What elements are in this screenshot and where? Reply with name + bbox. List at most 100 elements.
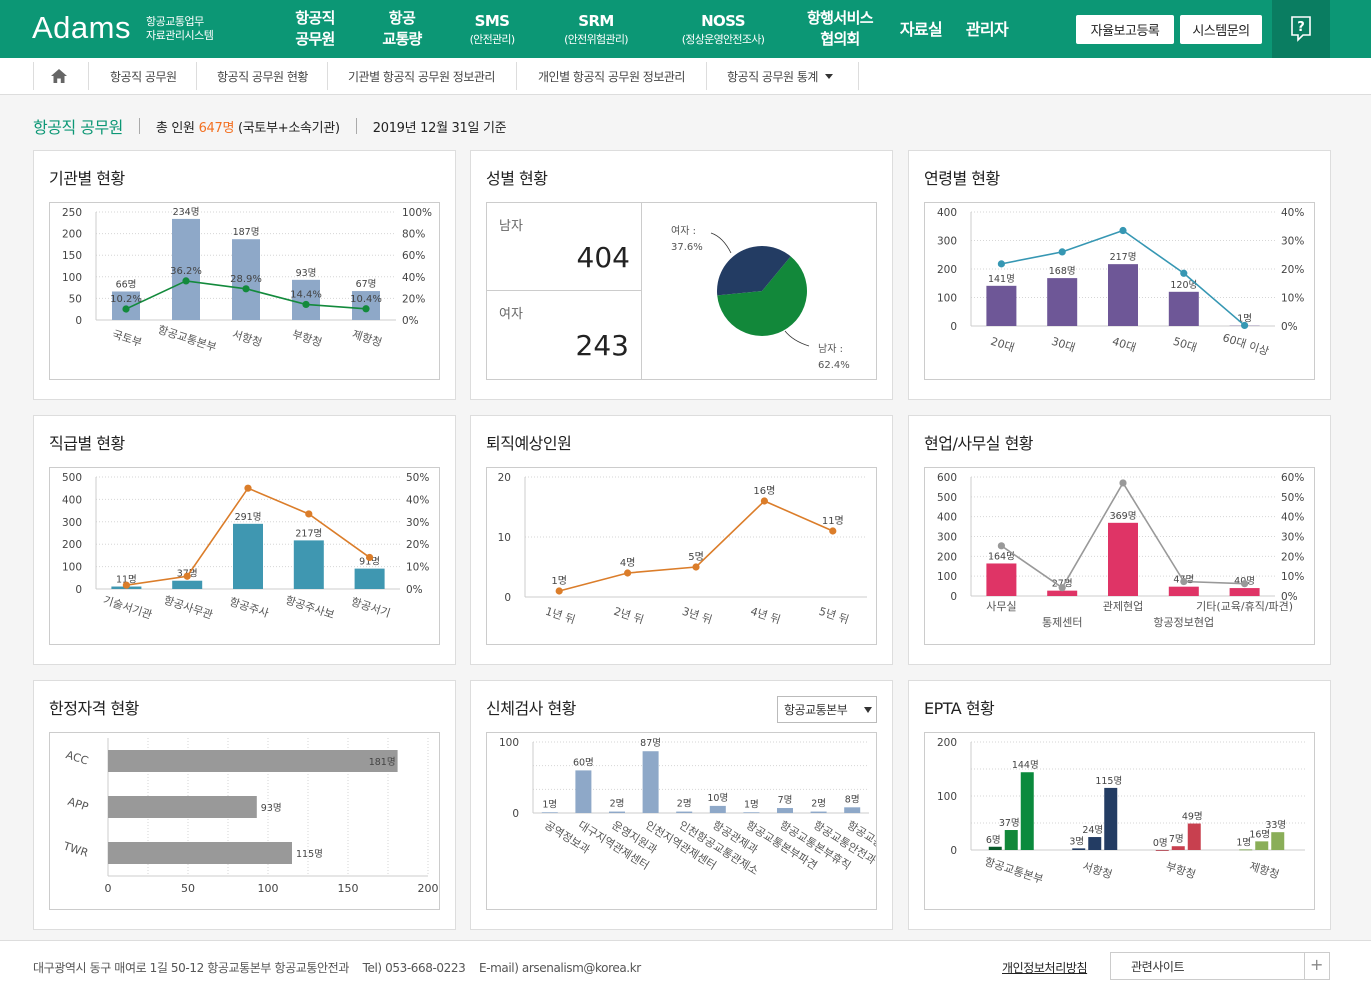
help-button[interactable]: ? [1272, 0, 1330, 58]
y-tick-label: 200 [62, 539, 82, 551]
y-tick-label: 0 [75, 584, 82, 596]
nav-label: 자료실 [899, 19, 943, 39]
panel-age: 연령별 현황 400 300 200 100 0 40% 30% 20% 10% 0% 141명 16… [908, 150, 1331, 400]
nav-sms[interactable]: SMS (안전관리) [460, 0, 524, 58]
y-tick-label: 40% [402, 272, 425, 284]
line-point [760, 497, 768, 505]
bar [172, 580, 203, 589]
header: Adams 항공교통업무 자료관리시스템 항공직 공무원 항공 교통량 SMS … [0, 0, 1371, 58]
x-tick-label: 30대 [1050, 335, 1077, 355]
nav-srm[interactable]: SRM (안전위험관리) [552, 0, 640, 58]
bar-data-label: 1명 [1237, 314, 1252, 325]
nav-traffic[interactable]: 항공 교통량 [373, 0, 431, 58]
nav-library[interactable]: 자료실 [895, 0, 947, 58]
breadcrumb-item-personal-info[interactable]: 개인별 항공직 공무원 정보관리 [538, 69, 685, 84]
panel-title: 한정자격 현황 [49, 699, 139, 718]
self-report-button[interactable]: 자율보고등록 [1076, 15, 1174, 44]
x-tick-label: 4년 뒤 [749, 605, 782, 627]
bar [293, 540, 324, 589]
help-icon: ? [1291, 16, 1311, 42]
bar-data-label: 93명 [296, 268, 317, 279]
base-date: 2019년 12월 31일 기준 [372, 120, 507, 136]
y-tick-label: 20% [406, 539, 429, 551]
line-point [1180, 577, 1188, 586]
line-point [1058, 584, 1066, 592]
line-point [362, 305, 370, 313]
line-point [1119, 226, 1127, 235]
footer-email: E-mail) arsenalism@korea.kr [479, 961, 641, 975]
y-tick-label: 250 [62, 207, 82, 219]
y-tick-label: 50% [1281, 492, 1304, 504]
bar-data-label: 1명 [1236, 837, 1251, 848]
related-sites-label: 관련사이트 [1131, 960, 1185, 974]
chart-box: 600 500 400 300 200 100 0 60% 50% 40% 30% 20% 10% 0% 1… [924, 467, 1315, 645]
chart-box: 250 200 150 100 50 0 100% 80% 60% 40% 20% 0% 66명 234명… [49, 202, 440, 380]
bar [1168, 291, 1199, 326]
bar [676, 811, 693, 813]
x-tick-label: 통제센터 [1042, 616, 1082, 629]
breadcrumb: 항공직 공무원 항공직 공무원 현황 기관별 항공직 공무원 정보관리 개인별 … [0, 58, 1371, 95]
y-tick-label: 100 [937, 791, 957, 803]
bar-data-label: 16명 [1249, 829, 1270, 840]
y-tick-label: 0 [950, 591, 957, 603]
line-point [183, 572, 191, 580]
breadcrumb-item-agency-info[interactable]: 기관별 항공직 공무원 정보관리 [348, 69, 495, 84]
field-chart: 600 500 400 300 200 100 0 60% 50% 40% 30% 20% 10% 0% 1… [937, 472, 1304, 629]
panel-agency: 기관별 현황 250 200 150 100 50 0 100% 80% 60% 40% 20% 0%… [33, 150, 456, 400]
logo-subtitle-line1: 항공교통업무 [146, 15, 204, 28]
bar-data-label: 217명 [1110, 252, 1137, 263]
privacy-policy-link[interactable]: 개인정보처리방침 [1002, 961, 1088, 975]
pie-slice-male [717, 256, 807, 336]
line-data-label: 16명 [753, 485, 775, 497]
nav-officials[interactable]: 항공직 공무원 [286, 0, 344, 58]
bar-data-label: 217명 [295, 528, 322, 539]
agency-chart: 250 200 150 100 50 0 100% 80% 60% 40% 20% 0% 66명 234명… [62, 207, 432, 354]
footer-address: 대구광역시 동구 매여로 1길 50-12 항공교통본부 항공교통안전과 [33, 961, 349, 975]
y-tick-label: 100 [499, 737, 519, 749]
nav-label-sub: (안전관리) [469, 32, 516, 46]
y-category-label: APP [66, 795, 90, 814]
y-tick-label: 100 [62, 562, 82, 574]
breadcrumb-item-status[interactable]: 항공직 공무원 현황 [217, 69, 308, 84]
male-count: 404 [576, 241, 630, 274]
bar [108, 796, 257, 818]
bar [1187, 823, 1201, 850]
related-sites-select[interactable]: 관련사이트 + [1110, 952, 1330, 980]
y-tick-label: 10 [498, 532, 511, 544]
home-button[interactable] [50, 58, 68, 94]
y-tick-label: 60% [1281, 472, 1304, 484]
summary-bar: 항공직 공무원 총 인원 647명 (국토부+소속기관) 2019년 12월 3… [33, 114, 507, 138]
y-tick-label: 30% [1281, 532, 1304, 544]
bar [1168, 586, 1199, 596]
bar [777, 808, 793, 813]
gender-counts: 남자 404 여자 243 [487, 203, 642, 379]
bar-data-label: 7명 [1169, 834, 1184, 845]
page-title: 항공직 공무원 [33, 118, 123, 137]
logo[interactable]: Adams [32, 10, 131, 45]
qualification-chart: 0 50 100 150 200 181명 ACC 93명 APP 115명 TWR [61, 738, 439, 895]
bar-data-label: 91명 [359, 557, 380, 568]
bar-data-label: 10명 [707, 793, 728, 804]
nav-noss[interactable]: NOSS (정상운영안전조사) [668, 0, 778, 58]
nav-admin[interactable]: 관리자 [961, 0, 1013, 58]
bar [986, 563, 1017, 596]
x-tick-label: 200 [418, 882, 439, 895]
panel-gender: 성별 현황 남자 404 여자 243 여자 : 37.6% 남자 : 62.4… [470, 150, 893, 400]
nav-label-sub: 협의회 [820, 30, 860, 48]
breadcrumb-item-officials[interactable]: 항공직 공무원 [110, 69, 177, 84]
bar-data-label: 87명 [640, 738, 661, 749]
bar [575, 770, 592, 813]
y-tick-label: 40% [1281, 207, 1304, 219]
panel-qualification: 한정자격 현황 0 50 100 150 200 181명 ACC 93명 APP 115명 TWR [33, 680, 456, 930]
breadcrumb-item-statistics[interactable]: 항공직 공무원 통계 [727, 58, 836, 94]
caret-down-icon [824, 74, 833, 79]
x-tick-label: 50 [181, 882, 195, 895]
agency-select[interactable]: 항공교통본부 [777, 696, 877, 723]
x-tick-label: 항공교통본부 [156, 323, 218, 354]
line-data-label: 14.4% [290, 289, 322, 300]
pie-label-female: 여자 : [671, 225, 696, 237]
system-inquiry-button[interactable]: 시스템문의 [1180, 15, 1262, 44]
line-point [997, 542, 1005, 550]
nav-council[interactable]: 항행서비스 협의회 [800, 0, 880, 58]
